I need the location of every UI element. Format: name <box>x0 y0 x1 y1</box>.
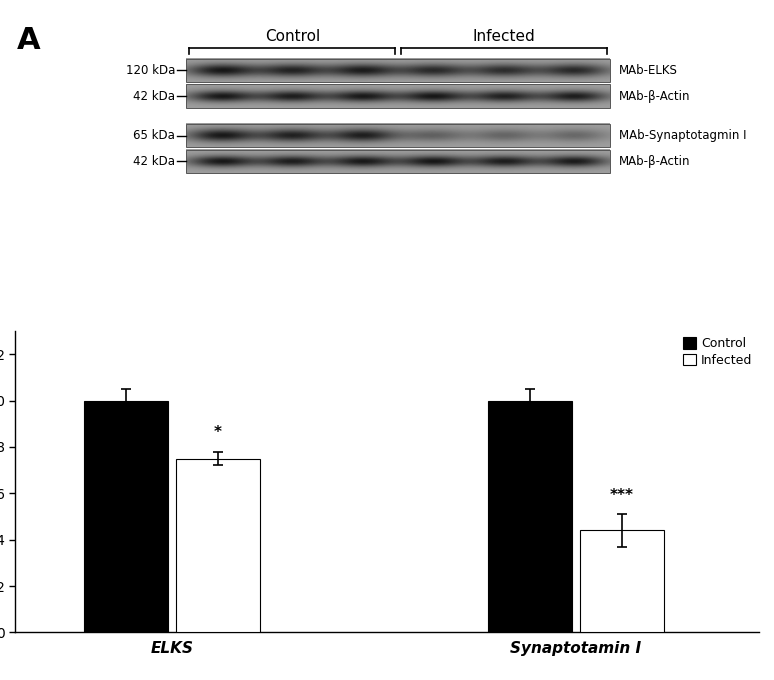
Bar <box>187 84 610 108</box>
Bar <box>84 401 168 632</box>
Text: 65 kDa: 65 kDa <box>133 129 175 142</box>
Text: A: A <box>17 26 40 55</box>
Text: MAb-Synaptotagmin I: MAb-Synaptotagmin I <box>619 129 746 142</box>
Text: 120 kDa: 120 kDa <box>126 64 175 77</box>
Text: Infected: Infected <box>473 29 536 44</box>
Bar <box>488 401 572 632</box>
Text: *: * <box>214 425 222 440</box>
Text: MAb-ELKS: MAb-ELKS <box>619 64 678 77</box>
Bar <box>580 530 663 632</box>
Text: 42 kDa: 42 kDa <box>133 155 175 168</box>
Text: 42 kDa: 42 kDa <box>133 90 175 103</box>
Bar <box>187 58 610 82</box>
Text: ***: *** <box>610 488 634 503</box>
Bar <box>187 150 610 173</box>
Bar <box>176 458 259 632</box>
Legend: Control, Infected: Control, Infected <box>683 337 752 367</box>
Text: MAb-β-Actin: MAb-β-Actin <box>619 90 690 103</box>
Bar <box>187 124 610 148</box>
Text: Control: Control <box>265 29 320 44</box>
Text: MAb-β-Actin: MAb-β-Actin <box>619 155 690 168</box>
